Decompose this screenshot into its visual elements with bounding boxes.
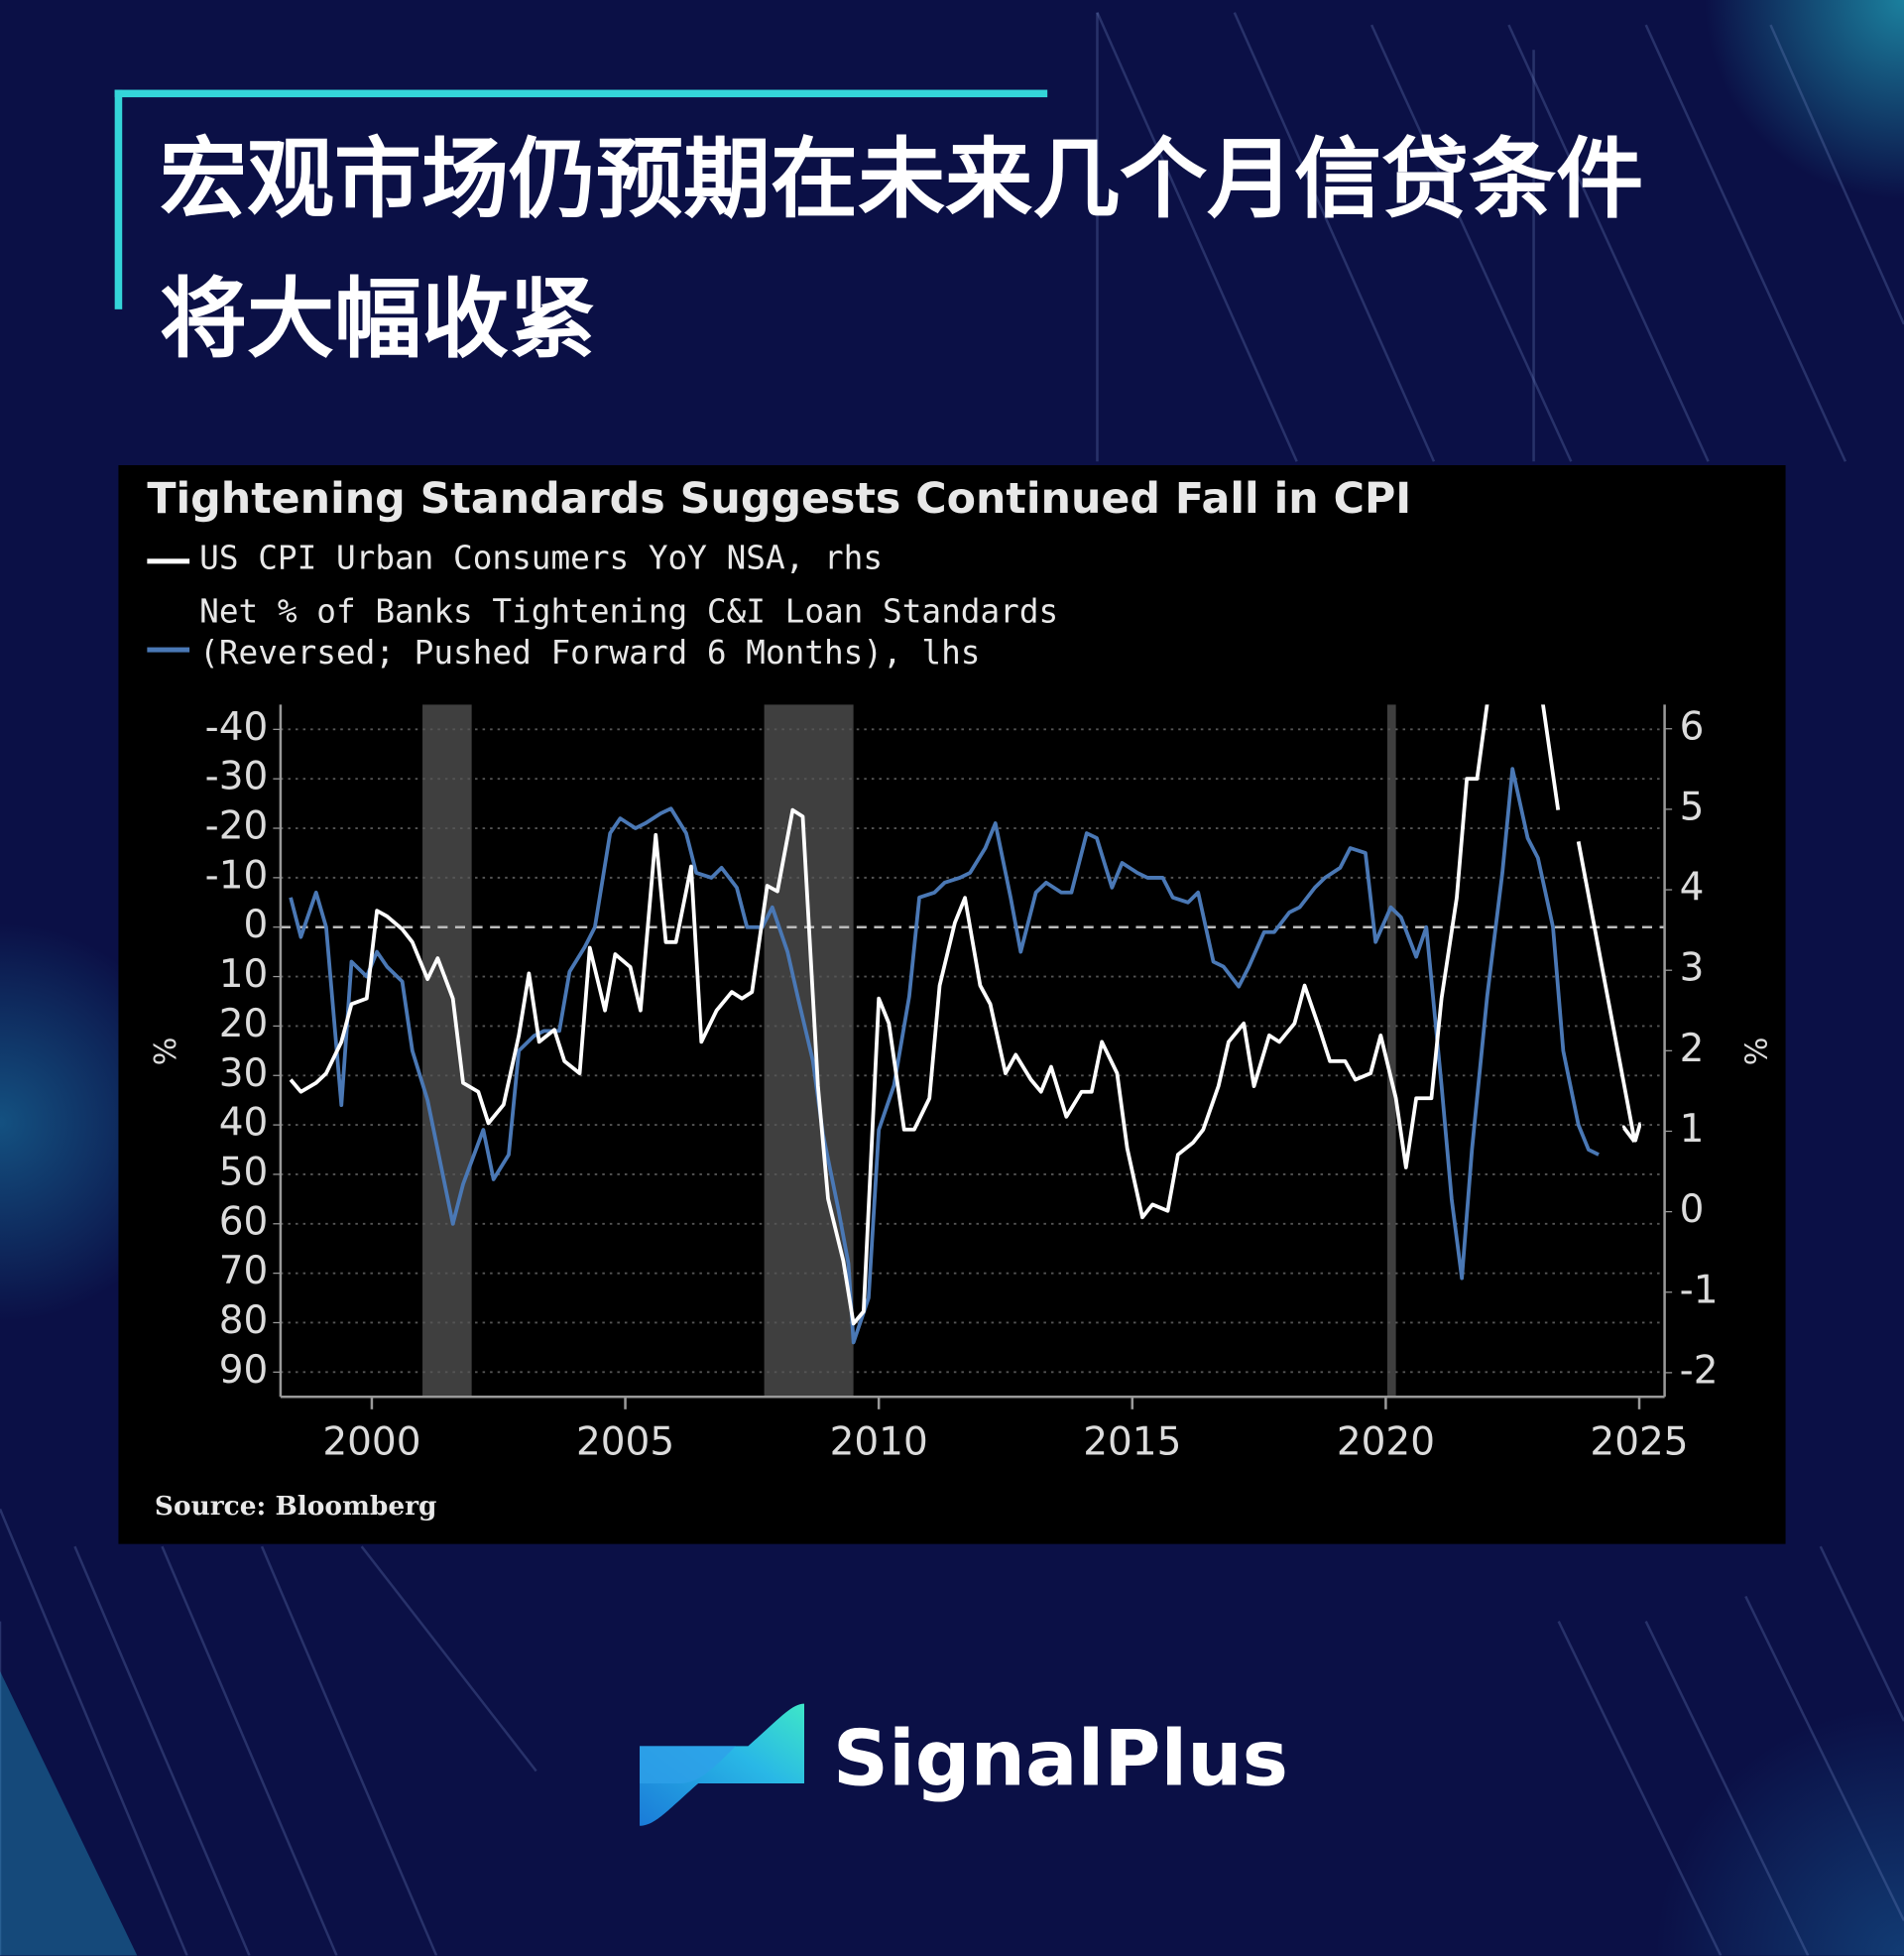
legend-entry: US CPI Urban Consumers YoY NSA, rhs: [147, 539, 1077, 579]
y2-axis-label: %: [1739, 1038, 1774, 1066]
y-tick-label: 10: [219, 952, 269, 997]
x-tick-label: 2005: [576, 1420, 674, 1465]
y-tick-label: 80: [219, 1298, 269, 1343]
logo-text: SignalPlus: [833, 1714, 1288, 1803]
y-tick-label: 60: [219, 1199, 269, 1244]
source: Source: Bloomberg: [155, 1491, 437, 1522]
y-tick-label: 90: [219, 1348, 269, 1393]
legend: US CPI Urban Consumers YoY NSA, rhs Net %…: [147, 539, 1077, 687]
y-axis-label: %: [149, 1038, 183, 1066]
y2-tick-label: -2: [1680, 1348, 1719, 1393]
legend-label: Net % of Banks Tightening C&I Loan Stand…: [199, 593, 1059, 672]
legend-label: US CPI Urban Consumers YoY NSA, rhs: [199, 540, 884, 578]
y-tick-label: -30: [205, 755, 269, 799]
y2-tick-label: 2: [1680, 1027, 1705, 1071]
heading-title: 宏观市场仍预期在未来几个月信贷条件将大幅收紧: [159, 128, 1644, 371]
y-tick-label: 40: [219, 1101, 269, 1146]
heading-bar: [114, 89, 123, 309]
y2-tick-label: 6: [1680, 704, 1705, 749]
chart-title: Tightening Standards Suggests Continued …: [147, 474, 1411, 524]
y-tick-label: 0: [244, 903, 269, 947]
y2-tick-label: 3: [1680, 946, 1705, 991]
plot-area: [289, 704, 1600, 1345]
y-tick-label: 70: [219, 1249, 269, 1293]
recession-band: [422, 704, 472, 1398]
y-tick-label: -20: [205, 804, 269, 849]
y-tick-label: 50: [219, 1150, 269, 1194]
chart-background: [118, 464, 1786, 1544]
y2-tick-label: 4: [1680, 866, 1705, 911]
forecast-arrow: [1576, 841, 1634, 1138]
x-tick-label: 2015: [1083, 1420, 1181, 1465]
legend-swatch: [147, 558, 190, 564]
series-line: [289, 767, 1600, 1345]
y2-tick-label: 1: [1680, 1107, 1705, 1152]
y2-tick-label: 5: [1680, 785, 1705, 829]
x-tick-label: 2025: [1590, 1420, 1688, 1465]
x-tick-label: 2000: [322, 1420, 420, 1465]
recession-band: [1386, 704, 1396, 1398]
x-tick-label: 2020: [1337, 1420, 1435, 1465]
y-tick-label: -40: [205, 705, 269, 750]
y-tick-label: 30: [219, 1051, 269, 1096]
heading-bar: [114, 89, 1048, 98]
y2-tick-label: -1: [1680, 1268, 1719, 1312]
logo-icon: [640, 1703, 805, 1826]
y-tick-label: 20: [219, 1002, 269, 1046]
y-tick-label: -10: [205, 853, 269, 898]
legend-entry: Net % of Banks Tightening C&I Loan Stand…: [147, 592, 1077, 674]
legend-swatch: [147, 647, 190, 653]
x-tick-label: 2010: [830, 1420, 928, 1465]
series-line: [289, 704, 1561, 1326]
y2-tick-label: 0: [1680, 1187, 1705, 1232]
